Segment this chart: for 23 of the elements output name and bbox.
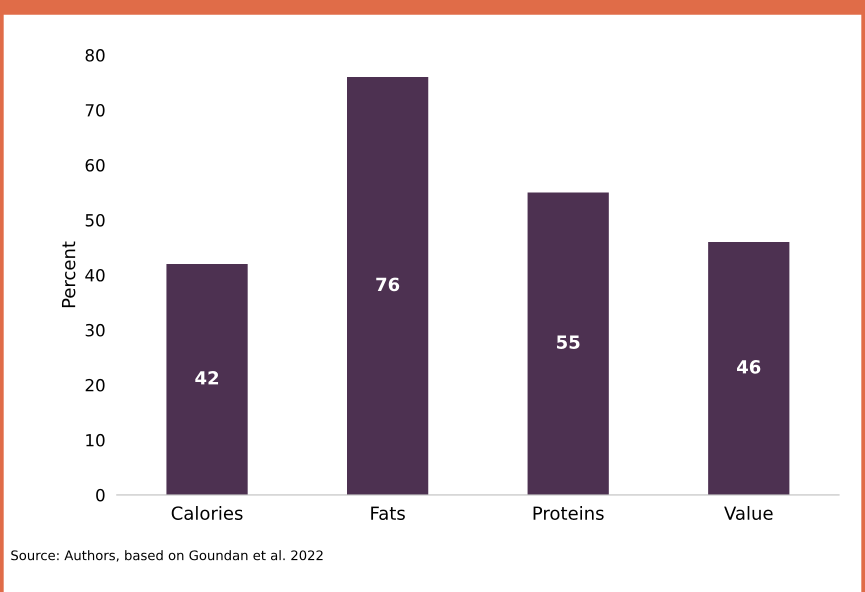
data-label: 42 xyxy=(195,371,218,384)
y-tick-label: 10 xyxy=(86,434,105,446)
data-label: 76 xyxy=(376,278,400,292)
y-tick-label: 0 xyxy=(96,488,105,502)
bar xyxy=(347,77,428,495)
x-tick-label: Calories xyxy=(172,506,243,520)
y-tick-label: 50 xyxy=(86,214,105,227)
y-axis-title: Percent xyxy=(62,241,76,308)
y-tick-label: 20 xyxy=(86,378,105,392)
bar xyxy=(528,192,609,495)
x-tick-label: Fats xyxy=(371,506,405,520)
source-note: Source: Authors, based on Goundan et al. 2022 xyxy=(11,550,323,562)
y-tick-label: 80 xyxy=(86,49,105,62)
y-tick-label: 70 xyxy=(86,104,105,117)
y-tick-label: 40 xyxy=(85,268,105,282)
bar xyxy=(166,264,248,495)
y-tick-label: 30 xyxy=(86,324,105,337)
data-label: 46 xyxy=(737,360,760,374)
data-label: 55 xyxy=(557,336,580,349)
bar xyxy=(708,242,790,495)
x-tick-label: Value xyxy=(724,506,773,520)
x-tick-label: Proteins xyxy=(534,506,604,520)
y-tick-label: 60 xyxy=(86,158,105,172)
